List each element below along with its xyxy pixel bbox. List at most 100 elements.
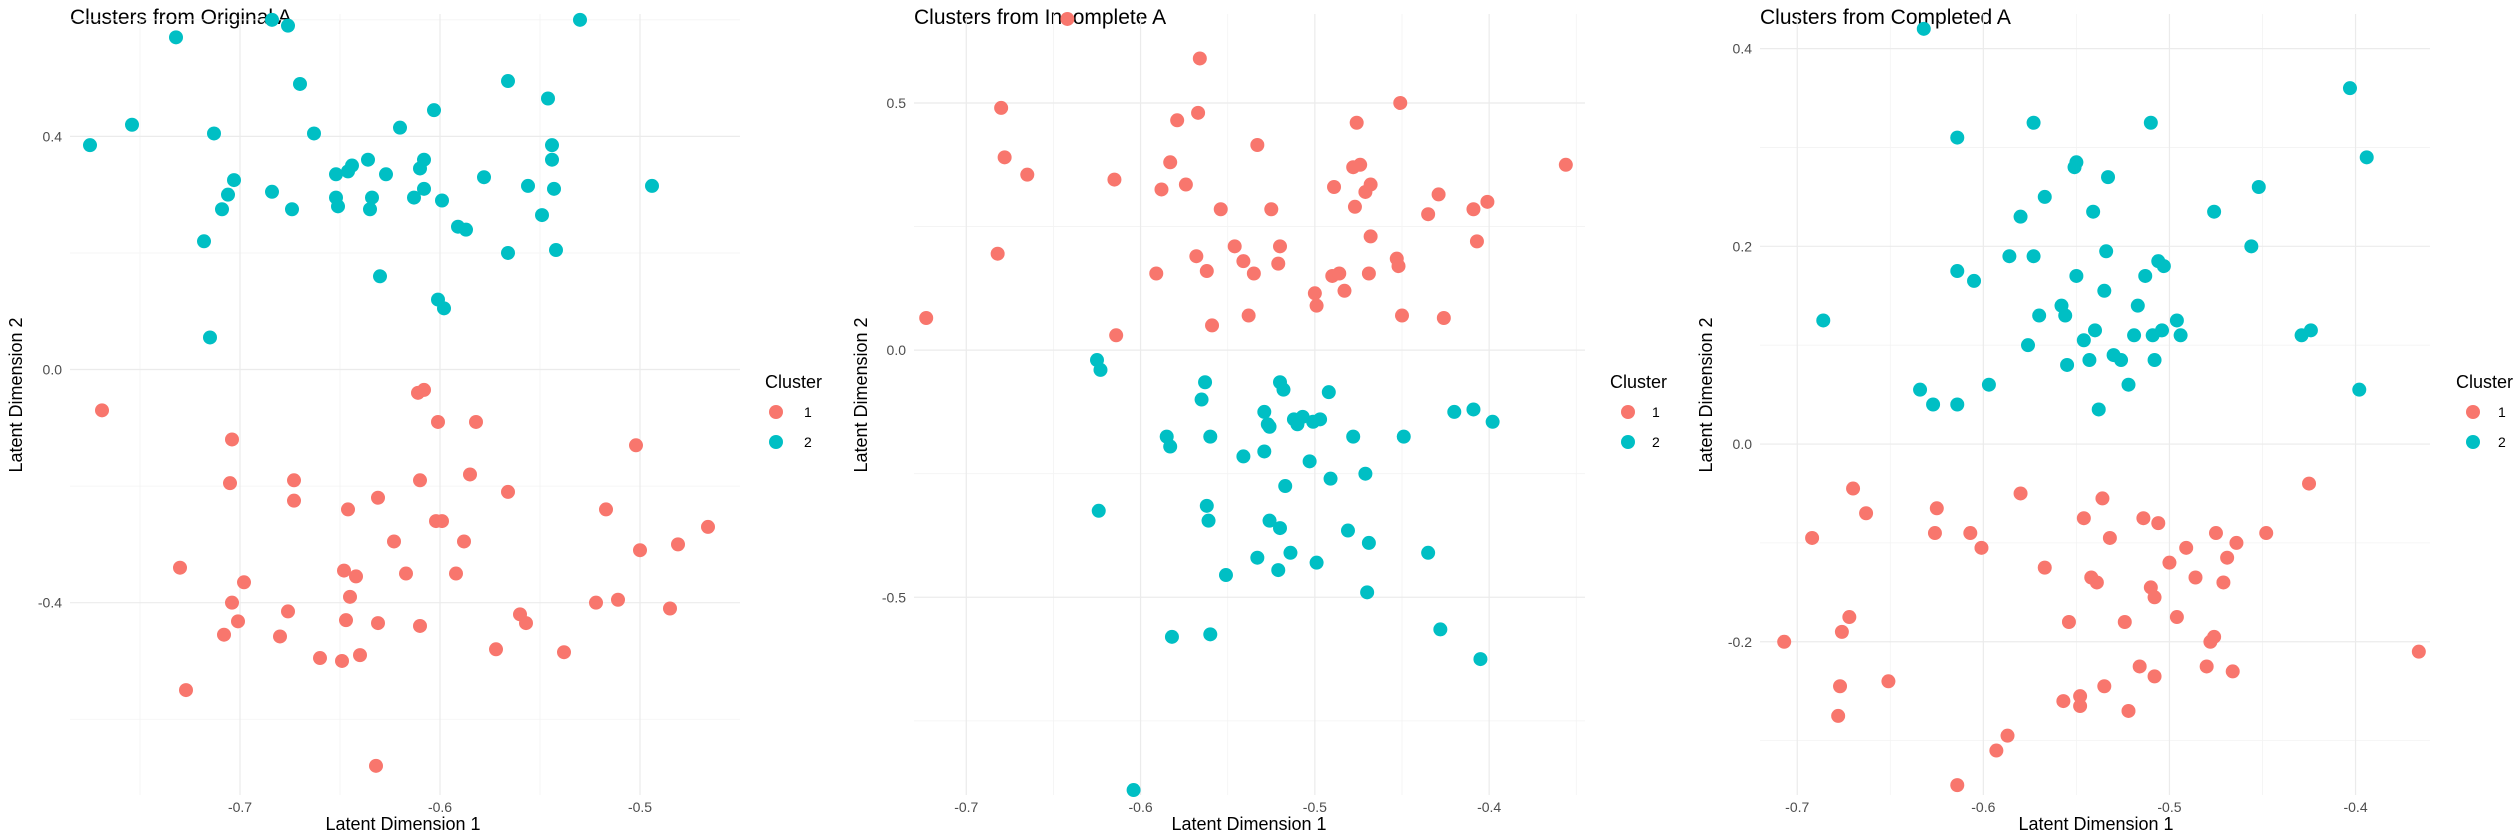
data-point-cluster-1 — [671, 537, 685, 552]
data-point-cluster-2 — [1276, 382, 1291, 397]
data-point-cluster-1 — [1332, 266, 1347, 281]
data-point-cluster-1 — [281, 604, 295, 619]
data-point-cluster-2 — [417, 181, 431, 196]
data-point-cluster-1 — [1431, 187, 1446, 202]
data-point-cluster-2 — [1360, 585, 1375, 600]
x-tick-label: -0.5 — [2157, 799, 2181, 815]
data-point-cluster-1 — [343, 589, 357, 604]
grid — [914, 14, 1585, 795]
y-tick-label: 0.0 — [43, 362, 63, 378]
data-point-cluster-1 — [431, 414, 445, 429]
data-point-cluster-1 — [1189, 249, 1204, 264]
data-point-cluster-2 — [2155, 323, 2169, 338]
data-point-cluster-1 — [611, 592, 625, 607]
grid — [1760, 14, 2430, 795]
data-point-cluster-1 — [225, 432, 239, 447]
legend-title: Cluster — [2456, 372, 2513, 392]
data-point-cluster-1 — [231, 614, 245, 629]
legend-title: Cluster — [1610, 372, 1667, 392]
data-point-cluster-1 — [1192, 51, 1207, 66]
data-point-cluster-1 — [1154, 182, 1169, 197]
x-tick-label: -0.7 — [228, 799, 252, 815]
data-point-cluster-1 — [349, 569, 363, 584]
data-point-cluster-1 — [2179, 540, 2194, 555]
data-point-cluster-2 — [2026, 249, 2041, 264]
data-point-cluster-2 — [1323, 471, 1338, 486]
data-points — [1777, 21, 2426, 793]
data-point-cluster-1 — [463, 467, 477, 482]
tick-labels: -0.7 -0.6 -0.5 -0.4 0.0 0.4 — [38, 128, 652, 815]
data-point-cluster-1 — [2132, 659, 2147, 674]
data-point-cluster-2 — [2359, 150, 2374, 165]
data-point-cluster-2 — [1473, 652, 1488, 667]
data-point-cluster-1 — [371, 616, 385, 631]
data-point-cluster-1 — [1469, 234, 1484, 249]
data-point-cluster-2 — [1967, 273, 1982, 288]
data-point-cluster-1 — [519, 616, 533, 631]
data-point-cluster-1 — [2147, 669, 2162, 684]
data-point-cluster-2 — [427, 103, 441, 118]
data-point-cluster-1 — [469, 414, 483, 429]
data-point-cluster-2 — [1421, 545, 1436, 560]
data-point-cluster-1 — [2207, 629, 2222, 644]
data-point-cluster-1 — [1060, 11, 1075, 26]
data-point-cluster-2 — [1433, 622, 1448, 637]
data-point-cluster-2 — [2021, 338, 2035, 353]
data-point-cluster-1 — [1777, 634, 1792, 649]
data-point-cluster-2 — [477, 170, 491, 185]
data-point-cluster-2 — [1126, 783, 1141, 798]
data-point-cluster-1 — [95, 403, 109, 418]
data-point-cluster-2 — [417, 152, 431, 167]
y-tick-label: -0.4 — [38, 595, 62, 611]
legend-swatch-2 — [1621, 435, 1635, 449]
y-axis-title: Latent Dimension 2 — [851, 317, 871, 472]
data-point-cluster-1 — [633, 543, 647, 558]
data-point-cluster-2 — [1313, 412, 1328, 427]
data-point-cluster-1 — [1842, 610, 1857, 625]
data-point-cluster-1 — [287, 493, 301, 508]
data-point-cluster-1 — [994, 100, 1009, 115]
data-point-cluster-2 — [2101, 170, 2116, 185]
x-axis-title: Latent Dimension 1 — [2018, 814, 2173, 834]
data-point-cluster-2 — [1250, 550, 1265, 565]
data-point-cluster-2 — [1396, 429, 1411, 444]
data-point-cluster-2 — [83, 138, 97, 153]
data-point-cluster-2 — [1346, 429, 1361, 444]
data-point-cluster-1 — [1929, 501, 1944, 516]
data-point-cluster-1 — [1246, 266, 1261, 281]
data-point-cluster-2 — [2026, 115, 2041, 130]
data-point-cluster-1 — [919, 310, 934, 325]
legend: Cluster 1 2 — [2456, 372, 2513, 450]
data-point-cluster-2 — [1262, 419, 1277, 434]
y-tick-label: -0.5 — [882, 589, 906, 605]
data-point-cluster-1 — [353, 648, 367, 663]
data-point-cluster-1 — [489, 642, 503, 657]
data-point-cluster-1 — [1250, 137, 1265, 152]
data-point-cluster-1 — [1309, 298, 1324, 313]
data-point-cluster-1 — [1480, 194, 1495, 209]
data-point-cluster-2 — [1163, 439, 1178, 454]
data-point-cluster-2 — [2069, 268, 2084, 283]
data-point-cluster-2 — [1321, 385, 1336, 400]
data-point-cluster-1 — [413, 473, 427, 488]
legend-label-1: 1 — [1652, 404, 1660, 420]
data-point-cluster-2 — [2121, 377, 2136, 392]
data-point-cluster-1 — [2095, 491, 2110, 506]
data-point-cluster-1 — [2147, 590, 2162, 605]
data-point-cluster-2 — [2342, 81, 2357, 96]
data-point-cluster-1 — [1205, 318, 1220, 333]
data-point-cluster-2 — [501, 245, 515, 260]
legend-swatch-2 — [2466, 435, 2480, 449]
legend-label-1: 1 — [804, 404, 812, 420]
x-tick-label: -0.5 — [628, 799, 652, 815]
legend-label-2: 2 — [2498, 434, 2506, 450]
data-point-cluster-2 — [545, 152, 559, 167]
data-point-cluster-1 — [1337, 283, 1352, 298]
data-point-cluster-1 — [1178, 177, 1193, 192]
data-point-cluster-2 — [361, 152, 375, 167]
data-point-cluster-2 — [2143, 115, 2158, 130]
data-point-cluster-2 — [541, 91, 555, 106]
data-point-cluster-1 — [1859, 506, 1874, 521]
data-point-cluster-1 — [1149, 266, 1164, 281]
